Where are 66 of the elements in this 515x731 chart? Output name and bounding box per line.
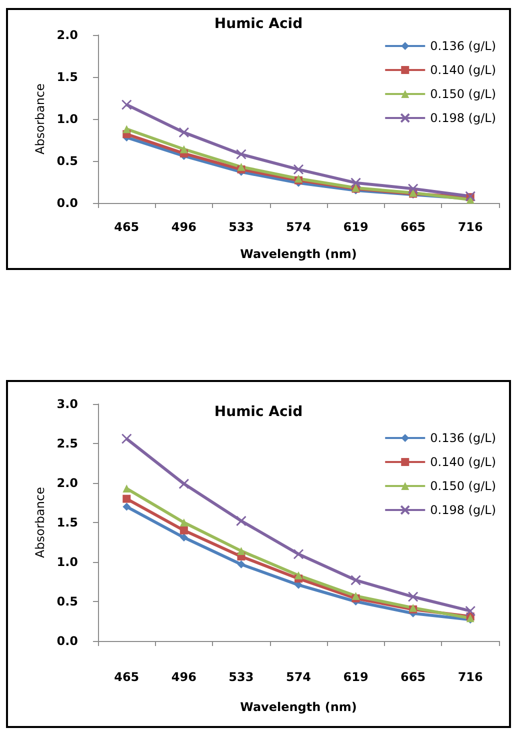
point: [237, 162, 246, 171]
point: [465, 606, 476, 616]
point: [237, 560, 246, 568]
legend-label: 0.198 (g/L): [430, 503, 496, 517]
legend-label: 0.136 (g/L): [430, 39, 496, 53]
y-tick-label: 1.0: [56, 555, 78, 569]
y-tick-label: 0.5: [56, 594, 78, 608]
point: [122, 484, 131, 493]
x-tick-label: 533: [228, 670, 254, 684]
point: [236, 149, 246, 160]
point: [350, 178, 362, 188]
point: [408, 592, 418, 602]
point: [350, 574, 362, 586]
x-tick-label: 716: [458, 220, 483, 234]
point: [352, 592, 360, 600]
y-tick-label: 3.0: [56, 397, 78, 411]
y-tick-label: 2.5: [56, 436, 78, 450]
x-axis-title: Wavelength (nm): [240, 700, 357, 714]
y-tick-label: 0.5: [56, 154, 78, 168]
y-tick-label: 1.0: [56, 112, 78, 126]
point: [178, 127, 190, 138]
x-axis-title: Wavelength (nm): [240, 247, 357, 261]
x-tick-label: 619: [343, 670, 368, 684]
x-tick-label: 496: [171, 220, 196, 234]
point: [122, 494, 131, 503]
legend-label: 0.140 (g/L): [430, 63, 496, 77]
legend-label: 0.150 (g/L): [430, 479, 496, 493]
y-tick-label: 1.5: [56, 70, 78, 84]
legend-label: 0.198 (g/L): [430, 111, 496, 125]
point: [180, 145, 188, 154]
x-tick-label: 665: [400, 670, 426, 684]
x-tick-label: 533: [228, 220, 254, 234]
y-tick-label: 0.0: [56, 634, 78, 648]
point: [121, 434, 132, 444]
legend-label: 0.136 (g/L): [430, 431, 496, 445]
y-tick-label: 2.0: [56, 476, 78, 490]
point: [178, 478, 190, 490]
point: [180, 518, 188, 526]
chart-title: Humic Acid: [214, 16, 303, 32]
y-tick-label: 1.5: [56, 516, 78, 530]
y-axis-title: Absorbance: [32, 487, 47, 558]
point: [180, 534, 188, 542]
x-tick-label: 574: [286, 220, 312, 234]
point: [236, 516, 246, 526]
x-tick-label: 665: [400, 220, 426, 234]
chart-title: Humic Acid: [214, 404, 303, 420]
point: [408, 183, 418, 194]
y-axis-title: Absorbance: [32, 84, 47, 154]
y-tick-label: 0.0: [56, 196, 78, 210]
x-tick-label: 465: [114, 670, 140, 684]
point: [294, 571, 302, 580]
x-tick-label: 716: [458, 670, 483, 684]
legend-label: 0.140 (g/L): [430, 455, 496, 469]
x-tick-label: 574: [286, 670, 312, 684]
point: [122, 502, 131, 511]
point: [122, 125, 131, 134]
x-tick-label: 465: [114, 220, 140, 234]
point: [121, 99, 132, 110]
point: [293, 164, 304, 175]
point: [180, 526, 188, 534]
x-tick-label: 496: [171, 670, 196, 684]
x-tick-label: 619: [343, 220, 368, 234]
legend-label: 0.150 (g/L): [430, 87, 496, 101]
point: [293, 548, 304, 560]
point: [237, 546, 246, 555]
y-tick-label: 2.0: [56, 28, 78, 42]
